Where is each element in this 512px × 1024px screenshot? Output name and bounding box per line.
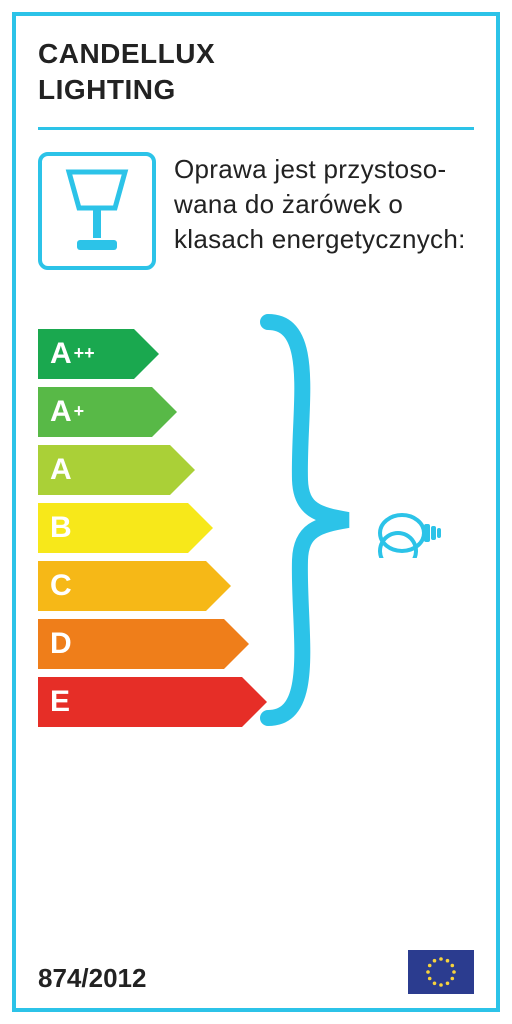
brand-text: CANDELLUX LIGHTING (38, 36, 474, 109)
energy-bars: A++ A+ ABCDE (38, 329, 242, 727)
description-text: Oprawa jest przystoso-wana do żarówek ok… (174, 152, 466, 257)
brand-line2: LIGHTING (38, 72, 474, 108)
divider (38, 127, 474, 130)
icon-description-row: Oprawa jest przystoso-wana do żarówek ok… (38, 152, 474, 270)
energy-bar-D: D (38, 619, 224, 669)
energy-bar-A++: A++ (38, 329, 134, 379)
bulb-icon (378, 508, 448, 563)
energy-bar-A: A (38, 445, 170, 495)
brand-line1: CANDELLUX (38, 36, 474, 72)
energy-bar-E: E (38, 677, 242, 727)
energy-chart: A++ A+ ABCDE (38, 318, 474, 738)
regulation-number: 874/2012 (38, 963, 146, 994)
lamp-icon-box (38, 152, 156, 270)
energy-bar-A+: A+ (38, 387, 152, 437)
lamp-icon (57, 168, 137, 254)
energy-label: CANDELLUX LIGHTING Oprawa jest przystoso… (0, 0, 512, 1024)
energy-bar-C: C (38, 561, 206, 611)
energy-bar-B: B (38, 503, 188, 553)
brace (248, 310, 388, 730)
eu-flag (408, 950, 474, 994)
inner-border: CANDELLUX LIGHTING Oprawa jest przystoso… (12, 12, 500, 1012)
